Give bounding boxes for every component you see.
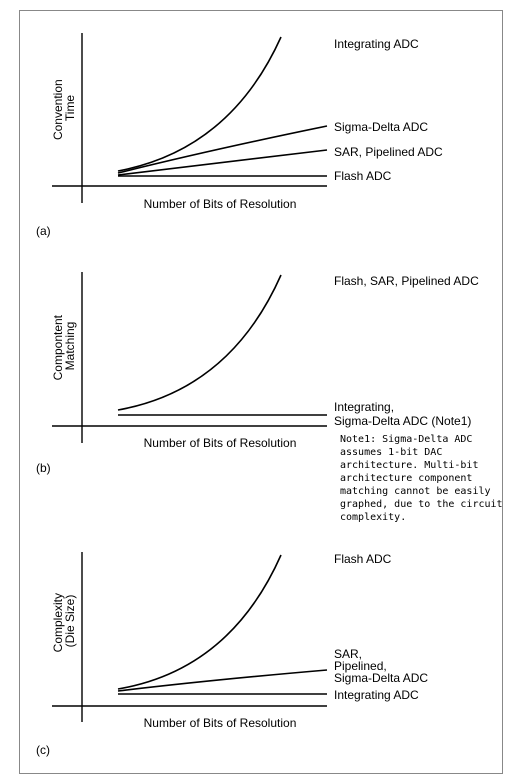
sar-pipelined-sigma-delta-adc-curve — [117, 669, 328, 692]
panel-tag: (c) — [36, 743, 50, 757]
panel-c: Complexity (Die Size) Number of Bits of … — [36, 552, 428, 757]
x-axis-label: Number of Bits of Resolution — [144, 716, 297, 730]
y-axis-label: Complexity (Die Size) — [51, 590, 77, 653]
panel-b: Compontent Matching Number of Bits of Re… — [36, 272, 509, 523]
series-label-integrating-sigma-delta-adc: Integrating, Sigma-Delta ADC (Note1) — [334, 400, 471, 428]
panel-tag: (b) — [36, 461, 51, 475]
series-label-flash-adc: Flash ADC — [334, 169, 392, 183]
series-label-sigma-delta-adc: Sigma-Delta ADC — [334, 120, 428, 134]
panel-tag: (a) — [36, 224, 51, 238]
series-label-integrating-adc: Integrating ADC — [334, 37, 419, 51]
sar-pipelined-adc-curve — [117, 149, 328, 176]
y-axis-label: Convention Time — [51, 76, 77, 140]
note-1: Note1: Sigma-Delta ADC assumes 1-bit DAC… — [340, 434, 509, 523]
series-label-sar-pipelined-sigma-delta-adc: SAR, Pipelined, Sigma-Delta ADC — [334, 647, 428, 685]
x-axis-label: Number of Bits of Resolution — [144, 197, 297, 211]
series-label-integrating-adc: Integrating ADC — [334, 688, 419, 702]
flash-adc-curve — [117, 554, 282, 690]
integrating-adc-curve — [117, 36, 282, 172]
panel-a: Convention Time Number of Bits of Resolu… — [36, 33, 443, 238]
flash-sar-pipelined-adc-curve — [117, 274, 282, 411]
y-axis-label: Compontent Matching — [51, 312, 77, 381]
figure-frame — [19, 10, 503, 774]
series-label-flash-sar-pipelined-adc: Flash, SAR, Pipelined ADC — [334, 274, 479, 288]
sigma-delta-adc-curve — [117, 125, 328, 174]
x-axis-label: Number of Bits of Resolution — [144, 436, 297, 450]
series-label-sar-pipelined-adc: SAR, Pipelined ADC — [334, 145, 443, 159]
series-label-flash-adc: Flash ADC — [334, 552, 392, 566]
